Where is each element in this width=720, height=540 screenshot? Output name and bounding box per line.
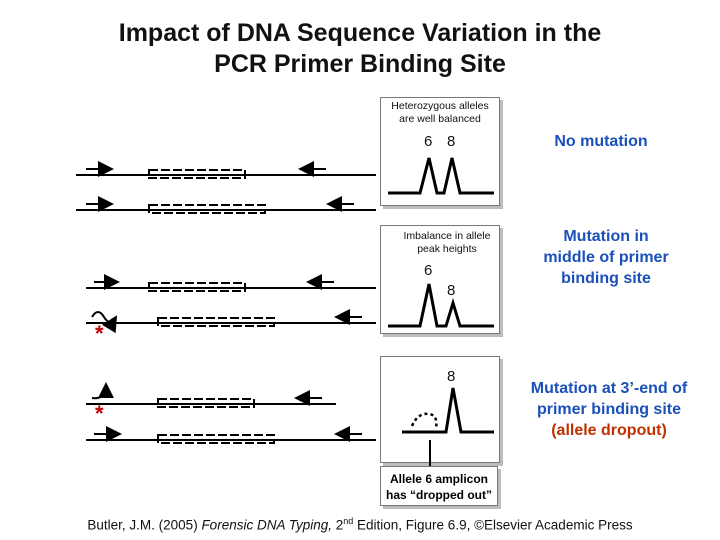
description-3prime-mutation: Mutation at 3’-end of primer binding sit… — [508, 378, 710, 441]
callout-line-1: Allele 6 amplicon — [389, 472, 489, 486]
peak-label-8: 8 — [447, 368, 456, 385]
title-line-1: Impact of DNA Sequence Variation in the — [118, 19, 602, 47]
mutation-marker: * — [95, 401, 104, 426]
citation-edition-suffix: nd — [343, 516, 354, 526]
imbalanced-peaks — [388, 283, 494, 328]
peak-label-6: 6 — [424, 133, 433, 150]
description-middle-mutation: Mutation in middle of primer binding sit… — [518, 226, 694, 289]
electropherogram-box-1 — [380, 97, 500, 206]
mismatched-primer-arrow — [91, 311, 118, 334]
peak-label-6: 6 — [424, 262, 433, 279]
box-1-label: Heterozygous alleles are well balanced — [380, 100, 500, 126]
box-2-label: Imbalance in allele peak heights — [392, 230, 502, 256]
electropherogram-box-3 — [380, 356, 500, 463]
callout-line-2: has “dropped out” — [386, 488, 492, 502]
peak-label-8: 8 — [447, 133, 456, 150]
box-1-label-line-2: are well balanced — [399, 113, 481, 125]
title-line-2: PCR Primer Binding Site — [214, 50, 506, 78]
citation: Butler, J.M. (2005) Forensic DNA Typing,… — [0, 516, 720, 533]
dropout-peak — [402, 387, 494, 434]
citation-book: Forensic DNA Typing, — [201, 517, 336, 533]
balanced-peaks — [388, 157, 494, 195]
description-line-1: Mutation in — [563, 228, 649, 245]
electropherogram-box-2 — [380, 225, 500, 334]
description-line-3: (allele dropout) — [551, 422, 667, 439]
citation-rest: Edition, Figure 6.9, ©Elsevier Academic … — [353, 517, 633, 533]
missing-peak-outline — [410, 412, 438, 429]
dropout-callout: Allele 6 amplicon has “dropped out” — [380, 466, 498, 506]
description-line-1: Mutation at 3’-end of — [530, 380, 688, 397]
dna-strand-3b — [86, 426, 376, 444]
description-line-2: middle of primer — [543, 249, 669, 266]
peak-label-8: 8 — [447, 282, 456, 299]
description-no-mutation: No mutation — [554, 133, 648, 150]
slide-title: Impact of DNA Sequence Variation in the … — [0, 18, 720, 80]
dna-strand-2a — [86, 274, 376, 292]
box-2-label-line-2: peak heights — [417, 243, 477, 255]
description-line-2: primer binding site — [536, 401, 681, 418]
dna-strand-1a — [76, 161, 376, 179]
box-2-label-line-1: Imbalance in allele — [403, 230, 491, 242]
mismatched-primer-arrow — [91, 382, 114, 400]
description-line-3: binding site — [561, 270, 651, 287]
box-1-label-line-1: Heterozygous alleles — [391, 100, 489, 112]
dna-strand-2b — [86, 309, 376, 334]
mutation-marker: * — [95, 321, 104, 346]
citation-edition-number: 2 — [335, 517, 344, 533]
dna-strand-1b — [76, 196, 376, 214]
citation-author: Butler, J.M. (2005) — [87, 517, 202, 533]
dna-strand-3a — [86, 382, 336, 408]
